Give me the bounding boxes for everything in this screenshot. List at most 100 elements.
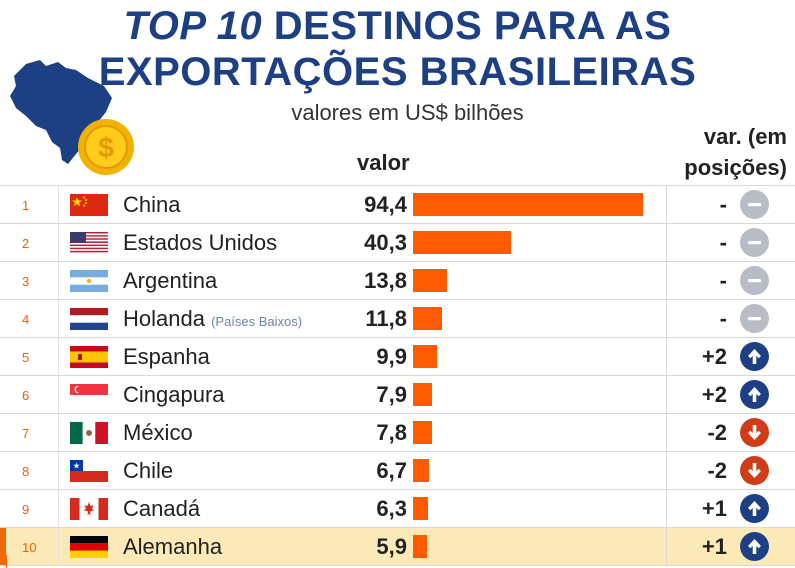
country-note: (Países Baixos) bbox=[211, 314, 303, 329]
mexico-flag-icon bbox=[70, 422, 108, 444]
value-bar bbox=[413, 269, 447, 292]
table-row: 7 México 7,8 -2 bbox=[0, 414, 795, 452]
value-label: 11,8 bbox=[365, 306, 407, 331]
minus-circle-icon bbox=[740, 266, 769, 295]
variation-value: +1 bbox=[701, 534, 727, 559]
variation-value: - bbox=[719, 268, 727, 293]
rank-number: 8 bbox=[22, 464, 30, 479]
variation-value: +2 bbox=[701, 344, 727, 369]
country-label: Cingapura bbox=[123, 382, 225, 407]
table-row: 4 Holanda (Países Baixos) 11,8 - bbox=[0, 300, 795, 338]
country-label: México bbox=[123, 420, 193, 445]
highlight-accent bbox=[0, 528, 6, 565]
value-label: 94,4 bbox=[364, 192, 407, 217]
variation-divider bbox=[666, 262, 667, 299]
rank-number: 4 bbox=[22, 312, 30, 327]
arrow-down-circle-icon bbox=[740, 456, 769, 485]
coin-icon: $ bbox=[78, 119, 134, 175]
minus-circle-icon bbox=[740, 190, 769, 219]
country-label: Argentina bbox=[123, 268, 218, 293]
subtitle: valores em US$ bilhões bbox=[291, 100, 524, 125]
table-row: 5 Espanha 9,9 +2 bbox=[0, 338, 795, 376]
table-row: 2 Estados Unidos 40,3 - bbox=[0, 224, 795, 262]
value-bar bbox=[413, 307, 442, 330]
page-title-line1: TOP 10 DESTINOS PARA AS bbox=[0, 4, 795, 49]
table-row: 1 China 94,4 - bbox=[0, 185, 795, 224]
rank-number: 1 bbox=[22, 198, 30, 213]
value-bar bbox=[413, 535, 428, 558]
value-label: 9,9 bbox=[376, 344, 407, 369]
title-top10: TOP 10 bbox=[123, 4, 263, 48]
value-bar bbox=[413, 231, 512, 254]
country-name: México bbox=[123, 420, 193, 446]
page-title-line2: EXPORTAÇÕES BRASILEIRAS bbox=[98, 50, 697, 94]
country-label: Chile bbox=[123, 458, 174, 483]
country-label: Canadá bbox=[123, 496, 201, 521]
highlight-tick bbox=[6, 555, 7, 568]
svg-text:$: $ bbox=[98, 132, 114, 163]
rank-number: 9 bbox=[22, 502, 30, 517]
country-name: Estados Unidos bbox=[123, 230, 277, 256]
rank-number: 5 bbox=[22, 350, 30, 365]
country-name: Holanda (Países Baixos) bbox=[123, 306, 302, 332]
country-name: Argentina bbox=[123, 268, 217, 294]
singapore-flag-icon bbox=[70, 384, 108, 406]
canada-flag-icon bbox=[70, 498, 108, 520]
value-label: 6,3 bbox=[376, 496, 407, 521]
table-row: 10 Alemanha 5,9 +1 bbox=[0, 528, 795, 566]
rank-divider bbox=[58, 528, 59, 565]
variation-divider bbox=[666, 414, 667, 451]
country-name: Espanha bbox=[123, 344, 210, 370]
variation-value: - bbox=[719, 230, 727, 255]
netherlands-flag-icon bbox=[70, 308, 108, 330]
country-name: Alemanha bbox=[123, 534, 222, 560]
column-header-variation-line1: var. (em bbox=[703, 124, 787, 149]
rank-number: 6 bbox=[22, 388, 30, 403]
rank-divider bbox=[58, 376, 59, 413]
variation-divider bbox=[666, 300, 667, 337]
rank-divider bbox=[58, 338, 59, 375]
table-row: 6 Cingapura 7,9 +2 bbox=[0, 376, 795, 414]
rank-number: 7 bbox=[22, 426, 30, 441]
variation-divider bbox=[666, 338, 667, 375]
ranking-table: 1 China 94,4-2 Estados Unidos 40,3-3 Argentin… bbox=[0, 185, 795, 566]
arrow-up-circle-icon bbox=[740, 494, 769, 523]
chile-flag-icon bbox=[70, 460, 108, 482]
variation-value: -2 bbox=[707, 420, 727, 445]
variation-divider bbox=[666, 452, 667, 489]
rank-divider bbox=[58, 186, 59, 223]
country-name: Cingapura bbox=[123, 382, 225, 408]
spain-flag-icon bbox=[70, 346, 108, 368]
variation-value: - bbox=[719, 306, 727, 331]
value-bar bbox=[413, 193, 643, 216]
argentina-flag-icon bbox=[70, 270, 108, 292]
variation-value: +1 bbox=[701, 496, 727, 521]
value-label: 13,8 bbox=[364, 268, 407, 293]
usa-flag-icon bbox=[70, 232, 108, 254]
rank-divider bbox=[58, 300, 59, 337]
variation-divider bbox=[666, 186, 667, 223]
value-bar bbox=[413, 383, 433, 406]
variation-value: +2 bbox=[701, 382, 727, 407]
country-name: Canadá bbox=[123, 496, 200, 522]
column-header-variation-line2: posições) bbox=[684, 155, 787, 180]
value-bar bbox=[413, 497, 429, 520]
rank-divider bbox=[58, 262, 59, 299]
value-label: 7,9 bbox=[376, 382, 407, 407]
variation-value: - bbox=[719, 192, 727, 217]
rank-divider bbox=[58, 224, 59, 261]
arrow-up-circle-icon bbox=[740, 380, 769, 409]
minus-circle-icon bbox=[740, 228, 769, 257]
table-row: 3 Argentina 13,8 - bbox=[0, 262, 795, 300]
rank-number: 2 bbox=[22, 236, 30, 251]
variation-divider bbox=[666, 376, 667, 413]
variation-divider bbox=[666, 528, 667, 565]
value-label: 40,3 bbox=[364, 230, 407, 255]
value-label: 6,7 bbox=[376, 458, 407, 483]
value-bar bbox=[413, 421, 432, 444]
country-name: Chile bbox=[123, 458, 173, 484]
title-rest: DESTINOS PARA AS bbox=[262, 4, 672, 48]
country-name: China bbox=[123, 192, 180, 218]
country-label: China bbox=[123, 192, 181, 217]
country-label: Espanha bbox=[123, 344, 210, 369]
